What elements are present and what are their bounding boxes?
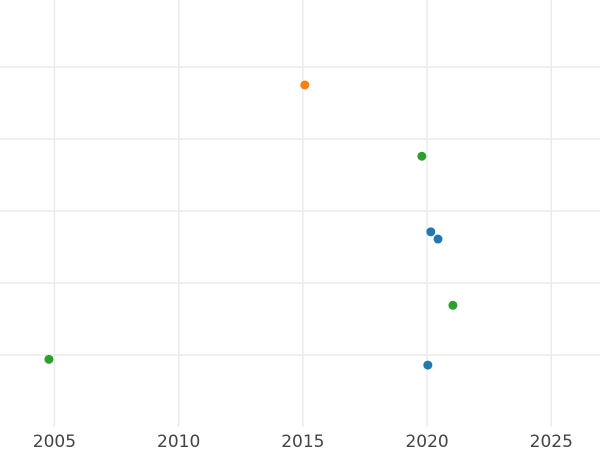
- x-tick-label: 2005: [33, 432, 76, 450]
- data-point: [300, 80, 310, 90]
- data-point: [44, 354, 54, 364]
- x-tick-label: 2020: [405, 432, 448, 450]
- x-tick-label: 2010: [157, 432, 200, 450]
- data-point: [433, 234, 443, 244]
- points: [44, 80, 458, 370]
- grid: [0, 0, 600, 427]
- x-tick-label: 2015: [281, 432, 324, 450]
- x-tick-label: 2025: [530, 432, 573, 450]
- x-axis-ticks: 2005 2010 2015 2020 2025: [33, 432, 573, 450]
- data-point: [417, 151, 427, 161]
- data-point: [448, 300, 458, 310]
- data-point: [423, 360, 433, 370]
- data-point: [426, 227, 436, 237]
